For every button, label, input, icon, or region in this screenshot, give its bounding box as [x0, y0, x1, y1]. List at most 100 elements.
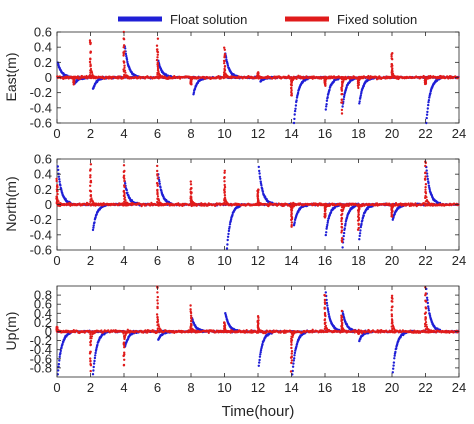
fixed-point: [328, 76, 331, 79]
fixed-point: [88, 203, 92, 206]
x-tick-label: 18: [351, 126, 365, 141]
fixed-point: [227, 76, 231, 79]
float-point: [427, 99, 431, 102]
float-point: [293, 113, 296, 116]
float-point: [425, 169, 428, 172]
x-tick-label: 4: [120, 126, 127, 141]
fixed-point: [89, 41, 92, 45]
fixed-point: [93, 203, 97, 206]
x-tick-label: 10: [217, 253, 231, 268]
float-point: [226, 238, 229, 242]
fixed-point: [423, 82, 427, 86]
float-point: [125, 188, 128, 192]
fixed-point: [290, 211, 293, 214]
fixed-point: [424, 171, 427, 174]
fixed-point: [89, 174, 92, 177]
x-tick-label: 16: [318, 126, 332, 141]
fixed-point: [261, 203, 264, 206]
float-point: [158, 180, 161, 183]
fixed-point: [55, 195, 59, 199]
fixed-point: [424, 203, 427, 206]
fixed-point: [157, 70, 160, 73]
fixed-point: [357, 213, 360, 217]
fixed-point: [294, 76, 298, 79]
fixed-point: [341, 84, 344, 87]
x-tick-label: 0: [53, 126, 60, 141]
float-point: [326, 219, 330, 222]
float-point: [426, 110, 429, 114]
fixed-point: [340, 216, 343, 219]
x-tick-label: 14: [284, 126, 298, 141]
fixed-point: [223, 56, 226, 59]
fixed-point: [424, 178, 427, 181]
y-tick-label: 0: [45, 70, 52, 85]
fixed-point: [189, 180, 192, 183]
float-point: [358, 234, 361, 238]
legend-float-label: Float solution: [170, 12, 247, 27]
fixed-point: [160, 76, 164, 79]
fixed-point: [340, 108, 344, 112]
x-tick-label: 10: [217, 126, 231, 141]
y-tick-label: 0.2: [34, 182, 52, 197]
float-point: [425, 116, 428, 120]
fixed-point: [358, 207, 361, 210]
fixed-point: [395, 203, 398, 206]
fixed-point: [156, 177, 159, 180]
fixed-point: [390, 62, 393, 66]
fixed-point: [356, 219, 360, 222]
fixed-point: [311, 77, 314, 80]
fixed-point: [367, 74, 370, 78]
float-point: [158, 182, 161, 185]
fixed-point: [290, 86, 293, 90]
fixed-point: [89, 57, 92, 60]
float-point: [326, 96, 329, 99]
fixed-point: [395, 75, 398, 78]
fixed-point: [160, 203, 164, 206]
fixed-point: [89, 194, 93, 197]
fixed-series: [56, 30, 460, 115]
fixed-point: [93, 76, 97, 79]
fixed-point: [88, 74, 92, 77]
fixed-point: [123, 196, 127, 199]
float-point: [341, 105, 344, 108]
fixed-point: [357, 223, 360, 226]
fixed-point: [261, 76, 264, 79]
fixed-point: [194, 76, 197, 79]
float-point: [427, 184, 431, 187]
y-tick-label: -0.4: [30, 227, 52, 242]
fixed-point: [156, 37, 160, 40]
fixed-point: [424, 164, 427, 168]
float-point: [293, 117, 296, 121]
fixed-point: [424, 186, 427, 189]
fixed-point: [345, 76, 348, 79]
fixed-point: [428, 77, 432, 80]
float-point: [325, 103, 328, 106]
x-tick-label: 6: [154, 126, 161, 141]
fixed-point: [223, 62, 226, 65]
fixed-point: [290, 209, 294, 212]
fixed-point: [189, 190, 192, 194]
float-point: [343, 227, 346, 230]
fixed-point: [356, 84, 360, 88]
fixed-point: [123, 203, 126, 206]
float-point: [57, 362, 61, 366]
fixed-point: [85, 74, 88, 78]
fixed-point: [223, 48, 226, 51]
fixed-point: [156, 67, 160, 70]
x-tick-label: 4: [120, 253, 127, 268]
fixed-point: [391, 70, 394, 73]
up-panel: -0.8-0.6-0.4-0.200.20.40.60.8 0 2 4 6 8 10 12 1…: [3, 285, 466, 395]
fixed-point: [223, 194, 227, 197]
float-point: [328, 88, 331, 92]
fixed-point: [110, 77, 113, 80]
fixed-point: [390, 215, 394, 218]
x-tick-label: 18: [351, 253, 365, 268]
float-point: [227, 229, 231, 233]
fixed-point: [340, 222, 344, 226]
fixed-point: [223, 46, 226, 49]
float-point: [360, 90, 363, 94]
float-point: [59, 184, 62, 187]
float-point: [58, 180, 61, 183]
fixed-point: [156, 53, 159, 56]
